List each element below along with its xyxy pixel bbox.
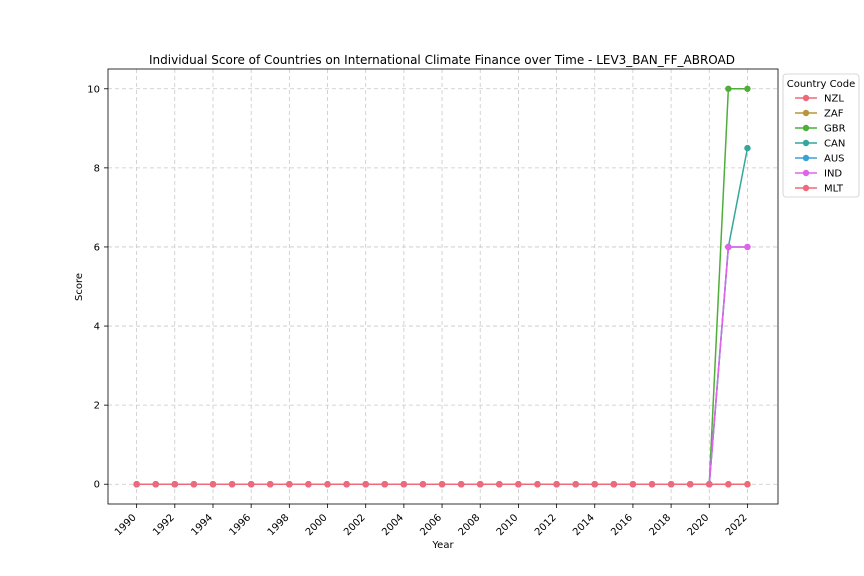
series-layer xyxy=(133,85,751,488)
legend-item-ind: IND xyxy=(795,169,842,180)
data-point-can xyxy=(744,144,751,152)
data-point-mlt xyxy=(190,481,198,488)
legend-box xyxy=(782,73,860,198)
legend-label: IND xyxy=(824,169,842,180)
data-point-mlt xyxy=(553,481,560,488)
data-point-mlt xyxy=(477,481,484,488)
data-point-mlt xyxy=(133,481,140,488)
data-point-mlt xyxy=(572,481,579,488)
legend-label: CAN xyxy=(824,139,845,150)
data-point-mlt xyxy=(228,481,236,488)
legend-item-can: CAN xyxy=(795,139,845,150)
legend-swatch-marker xyxy=(802,184,810,192)
data-point-mlt xyxy=(438,481,446,488)
data-point-mlt xyxy=(286,481,293,488)
data-point-mlt xyxy=(152,481,159,488)
y-tick-label: 8 xyxy=(94,163,100,174)
data-point-mlt xyxy=(419,481,427,488)
data-point-mlt xyxy=(457,481,465,488)
data-point-mlt xyxy=(362,481,369,488)
data-point-mlt xyxy=(496,481,503,488)
chart-title: Individual Score of Countries on Interna… xyxy=(149,53,735,67)
legend-label: GBR xyxy=(824,124,846,135)
y-tick-label: 10 xyxy=(87,84,100,95)
y-axis-label: Score xyxy=(74,273,85,301)
data-point-gbr xyxy=(725,85,732,92)
legend-label: MLT xyxy=(824,184,844,195)
legend-swatch-marker xyxy=(802,169,810,177)
data-point-mlt xyxy=(591,481,598,488)
data-point-mlt xyxy=(534,481,541,488)
data-point-mlt xyxy=(305,481,312,488)
legend-item-aus: AUS xyxy=(795,154,845,165)
data-point-mlt xyxy=(209,481,217,488)
x-tick-label: 2010 xyxy=(495,512,521,538)
data-point-mlt xyxy=(706,481,713,488)
legend-item-nzl: NZL xyxy=(795,94,844,105)
x-tick-label: 2006 xyxy=(418,512,444,538)
x-tick-label: 2020 xyxy=(686,512,712,538)
data-point-mlt xyxy=(648,481,656,488)
y-axis: 0 2 4 6 8 10 xyxy=(87,84,108,491)
legend-swatch-marker xyxy=(802,94,810,102)
x-tick-label: 2018 xyxy=(647,512,673,538)
data-point-mlt xyxy=(171,481,179,488)
data-point-mlt xyxy=(629,481,637,488)
legend-swatch-marker xyxy=(802,109,810,117)
x-tick-label: 2016 xyxy=(609,512,635,538)
series-mlt xyxy=(133,481,751,488)
x-tick-label: 1994 xyxy=(189,512,215,538)
data-point-mlt xyxy=(686,481,694,488)
legend-label: NZL xyxy=(824,94,844,105)
data-point-gbr xyxy=(744,85,751,92)
data-point-mlt xyxy=(610,481,618,488)
x-tick-label: 1998 xyxy=(266,512,292,538)
data-point-ind xyxy=(744,243,751,251)
x-tick-label: 2022 xyxy=(724,512,750,538)
x-tick-label: 2000 xyxy=(304,512,330,538)
legend-item-mlt: MLT xyxy=(795,184,844,195)
x-axis-label: Year xyxy=(431,540,454,551)
data-point-mlt xyxy=(725,481,732,488)
plot-frame xyxy=(107,68,779,505)
y-tick-label: 6 xyxy=(94,242,100,253)
x-axis: 1990 1992 1994 1996 1998 2000 2002 2004 2006 2008… xyxy=(113,504,750,538)
data-point-mlt xyxy=(247,481,255,488)
legend-label: ZAF xyxy=(824,109,844,120)
y-tick-label: 2 xyxy=(94,401,100,412)
y-tick-label: 4 xyxy=(94,322,100,333)
legend-swatch-marker xyxy=(802,139,810,147)
data-point-mlt xyxy=(744,481,751,488)
legend-title: Country Code xyxy=(787,79,856,90)
data-point-mlt xyxy=(381,481,388,488)
data-point-mlt xyxy=(324,481,331,488)
data-point-mlt xyxy=(515,481,522,488)
data-point-ind xyxy=(725,243,732,251)
x-tick-label: 2002 xyxy=(342,512,368,538)
legend-item-zaf: ZAF xyxy=(795,109,844,120)
x-tick-label: 2004 xyxy=(380,512,406,538)
x-tick-label: 1996 xyxy=(228,512,254,538)
data-point-mlt xyxy=(343,481,350,488)
legend-swatch-marker xyxy=(802,124,810,132)
data-point-mlt xyxy=(267,481,274,488)
x-tick-label: 2012 xyxy=(533,512,559,538)
grid xyxy=(108,69,778,504)
x-tick-label: 2014 xyxy=(571,512,597,538)
legend-label: AUS xyxy=(824,154,845,165)
x-tick-label: 1992 xyxy=(151,512,177,538)
x-tick-label: 2008 xyxy=(457,512,483,538)
legend-item-gbr: GBR xyxy=(795,124,846,135)
y-tick-label: 0 xyxy=(94,480,100,491)
legend-swatch-marker xyxy=(802,154,810,162)
data-point-mlt xyxy=(667,481,675,488)
x-tick-label: 1990 xyxy=(113,512,139,538)
legend: Country Code NZL ZAF GBR CAN AUS IND MLT xyxy=(782,73,860,198)
data-point-mlt xyxy=(400,481,408,488)
